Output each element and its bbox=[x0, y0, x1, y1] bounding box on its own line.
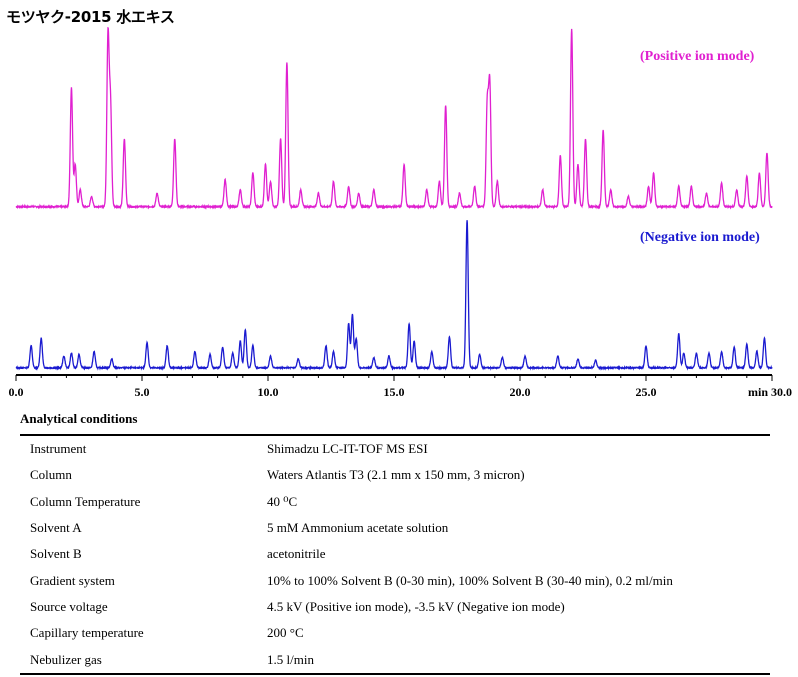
condition-label: Gradient system bbox=[30, 572, 115, 588]
x-tick-label: 0.0 bbox=[9, 385, 24, 399]
condition-label: Instrument bbox=[30, 441, 87, 457]
condition-value: 4.5 kV (Positive ion mode), -3.5 kV (Neg… bbox=[267, 598, 565, 614]
condition-row: Gradient system 10% to 100% Solvent B (0-… bbox=[20, 567, 770, 593]
x-tick-label: 5.0 bbox=[135, 385, 150, 399]
negative-trace bbox=[15, 220, 773, 371]
condition-row: Nebulizer gas 1.5 l/min bbox=[20, 646, 770, 672]
x-tick-label: 25.0 bbox=[636, 385, 657, 399]
condition-value: Shimadzu LC-IT-TOF MS ESI bbox=[267, 441, 428, 457]
x-tick-label: 10.0 bbox=[258, 385, 279, 399]
table-bottom-rule bbox=[20, 673, 770, 675]
condition-row: Column Waters Atlantis T3 (2.1 mm x 150 m… bbox=[20, 462, 770, 488]
condition-row: Source voltage 4.5 kV (Positive ion mode)… bbox=[20, 594, 770, 620]
conditions-heading: Analytical conditions bbox=[20, 411, 138, 426]
condition-value: 10% to 100% Solvent B (0-30 min), 100% S… bbox=[267, 572, 673, 588]
positive-trace bbox=[15, 26, 773, 210]
condition-value: 200 °C bbox=[267, 625, 304, 641]
condition-label: Nebulizer gas bbox=[30, 651, 102, 667]
condition-label: Capillary temperature bbox=[30, 625, 144, 641]
condition-value: 1.5 l/min bbox=[267, 651, 314, 667]
positive-trace-group bbox=[15, 26, 773, 210]
positive-mode-label: (Positive ion mode) bbox=[640, 49, 755, 64]
time-axis: 0.0 5.0 10.0 15.0 20.0 25.0 min 30.0 bbox=[9, 374, 792, 399]
table-top-rule bbox=[20, 434, 770, 436]
condition-value: 40 ⁰C bbox=[267, 493, 298, 509]
condition-row: Column Temperature 40 ⁰C bbox=[20, 489, 770, 515]
negative-trace-group bbox=[15, 220, 773, 371]
chromatogram-chart: 0.0 5.0 10.0 15.0 20.0 25.0 min 30.0 bbox=[9, 26, 792, 399]
condition-value: acetonitrile bbox=[267, 546, 326, 562]
x-tick-label: min 30.0 bbox=[748, 385, 792, 399]
condition-label: Column bbox=[30, 467, 72, 483]
conditions-table: Instrument Shimadzu LC-IT-TOF MS ESI Colum… bbox=[20, 436, 770, 673]
condition-row: Solvent B acetonitrile bbox=[20, 541, 770, 567]
condition-label: Solvent A bbox=[30, 520, 82, 536]
condition-label: Source voltage bbox=[30, 598, 108, 614]
condition-row: Instrument Shimadzu LC-IT-TOF MS ESI bbox=[20, 436, 770, 462]
condition-value: 5 mM Ammonium acetate solution bbox=[267, 520, 449, 536]
x-tick-label: 15.0 bbox=[384, 385, 405, 399]
negative-mode-label: (Negative ion mode) bbox=[640, 230, 760, 245]
x-tick-label: 20.0 bbox=[510, 385, 531, 399]
condition-value: Waters Atlantis T3 (2.1 mm x 150 mm, 3 m… bbox=[267, 467, 525, 483]
condition-row: Solvent A 5 mM Ammonium acetate solution bbox=[20, 515, 770, 541]
condition-label: Column Temperature bbox=[30, 493, 141, 509]
page-title: モツヤク-2015 水エキス bbox=[6, 8, 175, 26]
condition-row: Capillary temperature 200 °C bbox=[20, 620, 770, 646]
condition-label: Solvent B bbox=[30, 546, 82, 562]
